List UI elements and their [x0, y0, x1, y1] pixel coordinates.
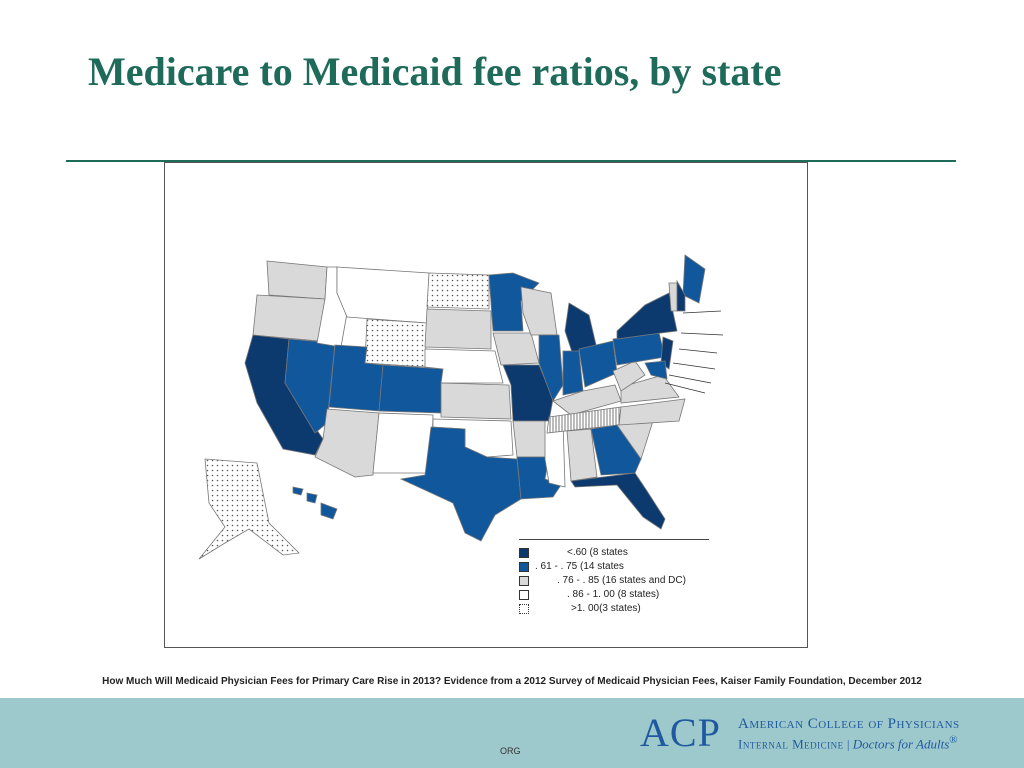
leader-line	[678, 348, 718, 354]
leader-line	[682, 310, 722, 314]
state-va	[620, 374, 680, 404]
state-oh	[578, 340, 618, 388]
acp-logo-tagline-b: Doctors for Adults	[852, 736, 950, 752]
footer-org-text: ORG	[500, 746, 521, 756]
acp-logo-name: American College of Physicians	[738, 716, 960, 732]
map-frame: <.60 (8 states . 61 - . 75 (14 states . …	[164, 162, 808, 648]
state-mt	[336, 266, 430, 324]
leader-line	[668, 374, 712, 384]
legend-swatch-gray	[519, 576, 529, 586]
leader-line	[680, 332, 724, 336]
acp-logo-tagline-a: Internal Medicine	[738, 736, 844, 752]
legend-label: . 76 - . 85 (16 states and DC)	[557, 575, 686, 586]
legend-rule	[519, 539, 709, 540]
state-me	[682, 254, 706, 304]
state-wy	[364, 318, 428, 368]
acp-logo-registered: ®	[949, 734, 958, 746]
us-state-map	[198, 254, 724, 560]
acp-logo-tagline: Internal Medicine | Doctors for Adults®	[738, 734, 958, 752]
legend-swatch-dotted	[519, 604, 529, 614]
state-nc	[618, 398, 686, 426]
legend-swatch-dark-blue	[519, 548, 529, 558]
state-wi	[520, 286, 558, 336]
state-ia	[492, 332, 540, 366]
legend-label: . 61 - . 75 (14 states	[535, 561, 624, 572]
state-fl	[570, 472, 666, 530]
state-or	[252, 294, 326, 342]
state-hi	[292, 486, 338, 520]
legend-label: <.60 (8 states	[567, 547, 628, 558]
legend-item-gt100: >1. 00(3 states)	[519, 603, 719, 617]
state-wa	[266, 260, 328, 300]
state-sd	[424, 308, 492, 350]
legend-label: >1. 00(3 states)	[571, 603, 641, 614]
acp-logo-tagline-sep: |	[846, 736, 850, 752]
state-ky	[552, 384, 622, 416]
state-ar	[512, 420, 550, 458]
state-nm	[372, 412, 434, 474]
state-nd	[426, 272, 490, 310]
leader-line	[672, 362, 716, 370]
state-wv	[612, 360, 646, 392]
title-underline	[66, 160, 956, 162]
state-ga	[590, 424, 642, 476]
state-mn	[488, 272, 540, 332]
state-ak	[198, 458, 300, 560]
legend-swatch-white	[519, 590, 529, 600]
state-co	[378, 364, 444, 414]
state-il	[538, 334, 564, 402]
state-tx	[399, 426, 522, 542]
legend-item-lt60: <.60 (8 states	[519, 547, 719, 561]
legend-label: . 86 - 1. 00 (8 states)	[567, 589, 660, 600]
state-ks	[440, 382, 512, 420]
state-nh	[676, 279, 686, 312]
state-ny	[616, 292, 678, 340]
state-md	[644, 360, 668, 380]
legend-item-61-75: . 61 - . 75 (14 states	[519, 561, 719, 575]
leader-line	[664, 382, 706, 394]
legend-item-76-85: . 76 - . 85 (16 states and DC)	[519, 575, 719, 589]
legend-item-86-100: . 86 - 1. 00 (8 states)	[519, 589, 719, 603]
acp-logo-mark: ACP	[640, 710, 721, 755]
legend-swatch-mid-blue	[519, 562, 529, 572]
source-citation: How Much Will Medicaid Physician Fees fo…	[102, 676, 922, 687]
acp-logo: ACP American College of Physicians Inter…	[640, 712, 1000, 754]
footer-bar: ORG ACP American College of Physicians I…	[0, 698, 1024, 768]
state-al	[566, 428, 598, 482]
slide-title: Medicare to Medicaid fee ratios, by stat…	[88, 49, 782, 94]
